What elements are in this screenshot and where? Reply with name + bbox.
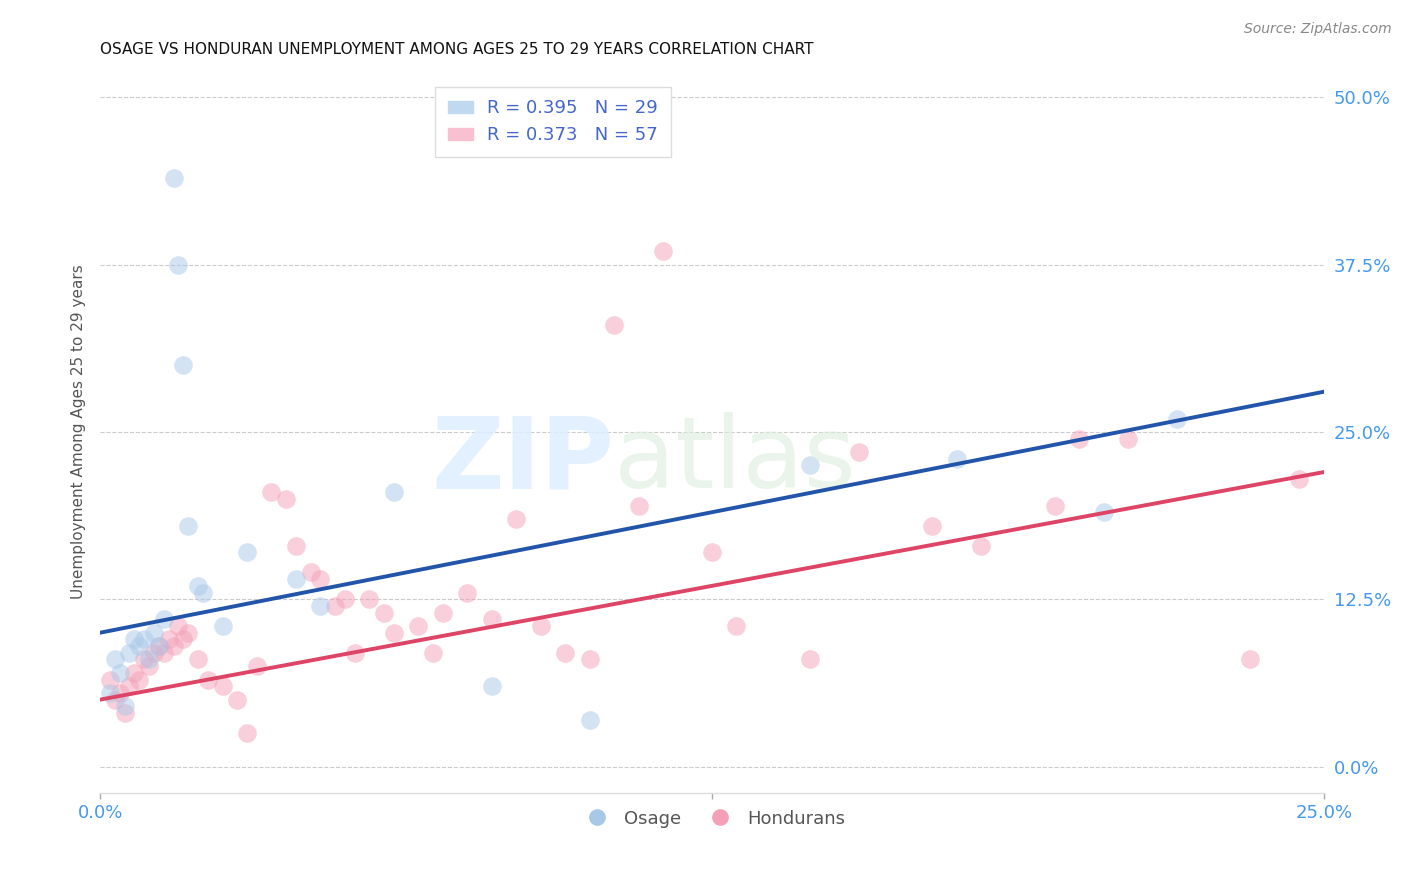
Point [260, 485, 283, 500]
Point [118, 679, 141, 693]
Point [187, 652, 209, 666]
Point [114, 699, 136, 714]
Point [236, 726, 259, 740]
Point [627, 499, 650, 513]
Point [1288, 472, 1310, 486]
Point [359, 592, 381, 607]
Point [481, 612, 503, 626]
Point [725, 619, 748, 633]
Point [187, 579, 209, 593]
Point [1239, 652, 1261, 666]
Point [276, 491, 298, 506]
Point [652, 244, 675, 259]
Point [945, 451, 967, 466]
Point [408, 619, 430, 633]
Point [554, 646, 576, 660]
Point [114, 706, 136, 720]
Point [98, 686, 121, 700]
Point [191, 585, 214, 599]
Point [177, 518, 200, 533]
Point [382, 625, 405, 640]
Point [578, 713, 600, 727]
Point [118, 646, 141, 660]
Point [134, 652, 156, 666]
Point [246, 659, 269, 673]
Point [309, 572, 332, 586]
Point [128, 673, 150, 687]
Point [382, 485, 405, 500]
Point [603, 318, 626, 332]
Point [197, 673, 219, 687]
Legend: Osage, Hondurans: Osage, Hondurans [571, 803, 853, 835]
Point [162, 170, 184, 185]
Point [1166, 411, 1188, 425]
Point [799, 458, 821, 473]
Point [138, 652, 160, 666]
Point [343, 646, 366, 660]
Point [152, 646, 174, 660]
Point [148, 639, 170, 653]
Point [177, 625, 200, 640]
Point [152, 612, 174, 626]
Point [921, 518, 943, 533]
Point [134, 632, 156, 647]
Point [505, 512, 527, 526]
Point [432, 606, 454, 620]
Point [970, 539, 993, 553]
Point [481, 679, 503, 693]
Point [848, 445, 870, 459]
Point [530, 619, 553, 633]
Point [143, 646, 166, 660]
Point [172, 358, 194, 372]
Point [211, 679, 233, 693]
Point [1116, 432, 1139, 446]
Point [236, 545, 259, 559]
Point [124, 665, 146, 680]
Point [309, 599, 332, 613]
Point [700, 545, 723, 559]
Point [299, 566, 322, 580]
Point [108, 686, 131, 700]
Point [456, 585, 478, 599]
Point [373, 606, 395, 620]
Point [108, 665, 131, 680]
Text: atlas: atlas [614, 412, 856, 509]
Text: OSAGE VS HONDURAN UNEMPLOYMENT AMONG AGES 25 TO 29 YEARS CORRELATION CHART: OSAGE VS HONDURAN UNEMPLOYMENT AMONG AGE… [100, 42, 814, 57]
Point [128, 639, 150, 653]
Point [138, 659, 160, 673]
Point [799, 652, 821, 666]
Point [333, 592, 356, 607]
Point [148, 639, 170, 653]
Point [124, 632, 146, 647]
Point [578, 652, 600, 666]
Point [98, 673, 121, 687]
Point [323, 599, 346, 613]
Point [104, 692, 127, 706]
Point [1069, 432, 1091, 446]
Point [422, 646, 444, 660]
Point [143, 625, 166, 640]
Point [162, 639, 184, 653]
Point [167, 258, 190, 272]
Point [226, 692, 249, 706]
Text: ZIP: ZIP [432, 412, 614, 509]
Point [211, 619, 233, 633]
Point [1043, 499, 1066, 513]
Point [157, 632, 180, 647]
Point [104, 652, 127, 666]
Point [172, 632, 194, 647]
Point [284, 539, 307, 553]
Text: Source: ZipAtlas.com: Source: ZipAtlas.com [1244, 22, 1392, 37]
Point [167, 619, 190, 633]
Point [1092, 505, 1115, 519]
Y-axis label: Unemployment Among Ages 25 to 29 years: Unemployment Among Ages 25 to 29 years [72, 265, 86, 599]
Point [284, 572, 307, 586]
